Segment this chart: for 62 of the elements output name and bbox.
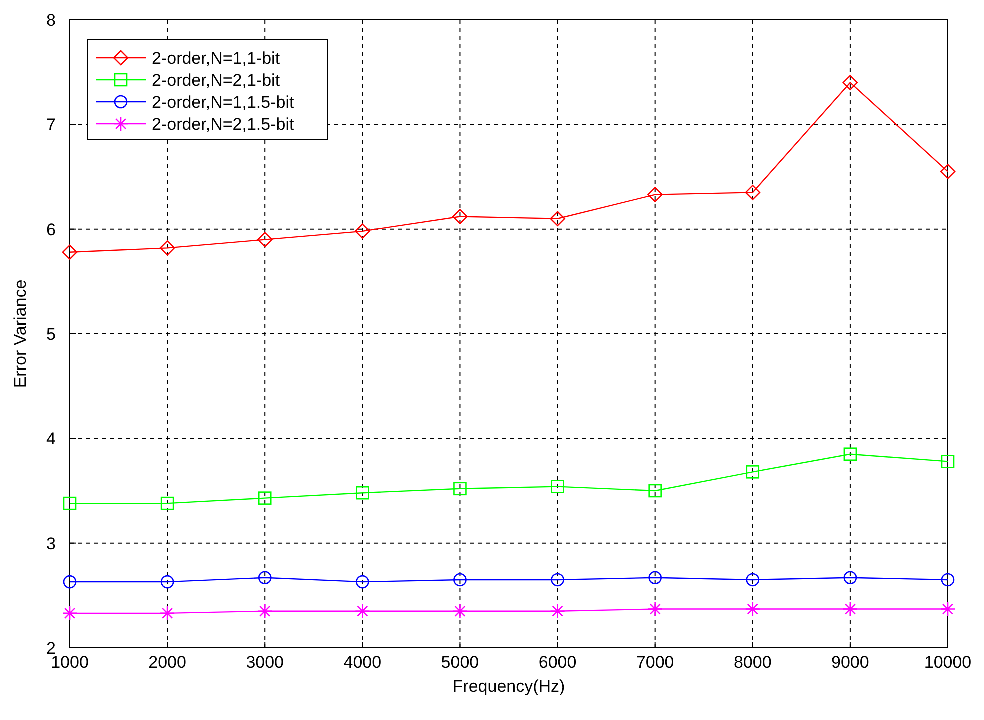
legend-label: 2-order,N=2,1-bit: [152, 71, 280, 90]
legend-label: 2-order,N=1,1-bit: [152, 49, 280, 68]
x-axis-title: Frequency(Hz): [452, 677, 566, 696]
point: [550, 211, 566, 227]
y-axis-title: Error Variance: [11, 280, 30, 388]
point: [160, 575, 174, 589]
point: [452, 209, 468, 224]
point: [160, 606, 176, 622]
point: [258, 571, 272, 585]
point: [648, 602, 663, 617]
point: [160, 240, 176, 256]
point: [454, 482, 467, 496]
x-tick-label: 4000: [344, 653, 382, 672]
point: [62, 244, 78, 260]
point: [940, 602, 956, 617]
point: [746, 466, 760, 479]
x-tick-label: 6000: [538, 653, 577, 672]
point: [551, 573, 564, 587]
point: [941, 455, 955, 468]
x-tick-label: 5000: [441, 653, 480, 672]
x-tick-label: 2000: [148, 653, 186, 672]
y-tick-label: 3: [46, 534, 56, 554]
point: [62, 606, 78, 622]
point: [257, 232, 273, 248]
x-tick-label: 10000: [924, 653, 972, 672]
point: [258, 492, 272, 505]
point: [355, 224, 370, 240]
point: [454, 573, 467, 587]
point: [160, 496, 174, 510]
y-tick-label: 7: [46, 116, 56, 135]
point: [63, 575, 77, 589]
x-tick-label: 8000: [734, 653, 772, 672]
legend-label: 2-order,N=2,1.5-bit: [152, 115, 294, 134]
x-tick-label: 7000: [636, 653, 674, 672]
x-tick-label: 3000: [246, 653, 284, 672]
point: [745, 602, 761, 617]
point: [648, 484, 662, 498]
y-tick-label: 5: [46, 325, 56, 344]
point: [452, 604, 468, 620]
point: [746, 573, 760, 587]
point: [648, 187, 663, 202]
point: [745, 185, 761, 200]
x-tick-label: 9000: [832, 653, 870, 672]
point: [63, 496, 77, 510]
x-tick-label: 1000: [51, 653, 89, 672]
y-tick-label: 6: [46, 220, 56, 240]
point: [842, 602, 858, 617]
y-tick-label: 4: [46, 430, 56, 449]
point: [940, 164, 956, 180]
y-tick-label: 8: [46, 11, 56, 30]
point: [356, 575, 370, 589]
point: [842, 75, 858, 90]
point: [550, 604, 566, 620]
point: [844, 448, 858, 462]
point: [257, 604, 273, 620]
point: [356, 486, 370, 500]
point: [941, 573, 955, 587]
legend-label: 2-order,N=1,1.5-bit: [152, 93, 294, 112]
point: [648, 571, 662, 585]
point: [355, 604, 370, 620]
point: [844, 571, 858, 585]
point: [551, 480, 564, 494]
